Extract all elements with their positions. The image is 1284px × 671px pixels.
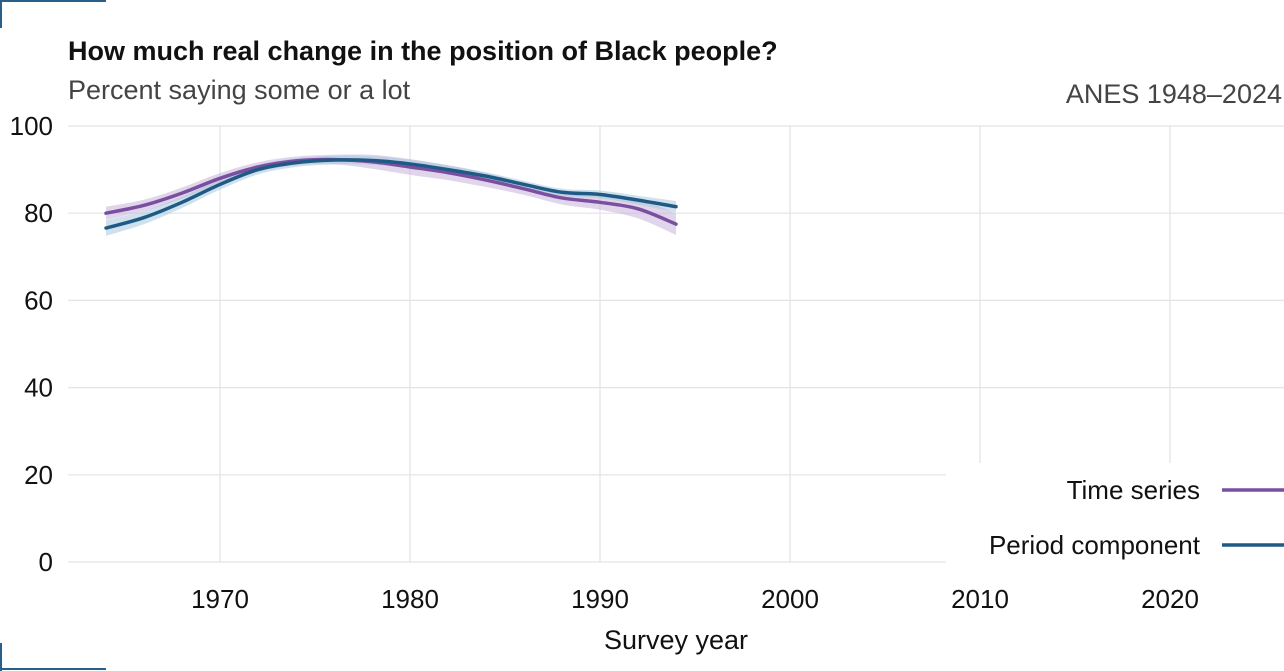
corner-mark-top-left-horizontal: [0, 0, 106, 2]
y-tick-label: 80: [24, 198, 53, 228]
legend-label-time-series: Time series: [1067, 475, 1200, 505]
y-tick-label: 20: [24, 460, 53, 490]
y-tick-label: 100: [10, 111, 53, 141]
chart-subtitle: Percent saying some or a lot: [68, 75, 411, 105]
y-tick-label: 40: [24, 373, 53, 403]
x-tick-label: 2020: [1141, 584, 1199, 614]
y-tick-label: 0: [39, 547, 53, 577]
y-tick-label: 60: [24, 285, 53, 315]
x-axis-label: Survey year: [604, 625, 748, 655]
legend-box: [946, 463, 1284, 571]
corner-mark-bottom-left-vertical: [0, 643, 2, 671]
series-line-period-component: [104, 158, 678, 230]
x-tick-label: 2010: [951, 584, 1009, 614]
x-tick-label: 1990: [571, 584, 629, 614]
legend-label-period-component: Period component: [989, 530, 1201, 560]
chart-source: ANES 1948–2024: [1065, 79, 1282, 109]
series-line-time-series: [104, 157, 678, 226]
chart-title: How much real change in the position of …: [68, 36, 778, 66]
corner-mark-bottom-left-horizontal: [0, 668, 106, 670]
x-tick-label: 1980: [381, 584, 439, 614]
corner-mark-top-left-vertical: [0, 0, 2, 28]
confidence-band-period-component: [106, 155, 676, 236]
x-tick-label: 1970: [191, 584, 249, 614]
x-tick-label: 2000: [761, 584, 819, 614]
